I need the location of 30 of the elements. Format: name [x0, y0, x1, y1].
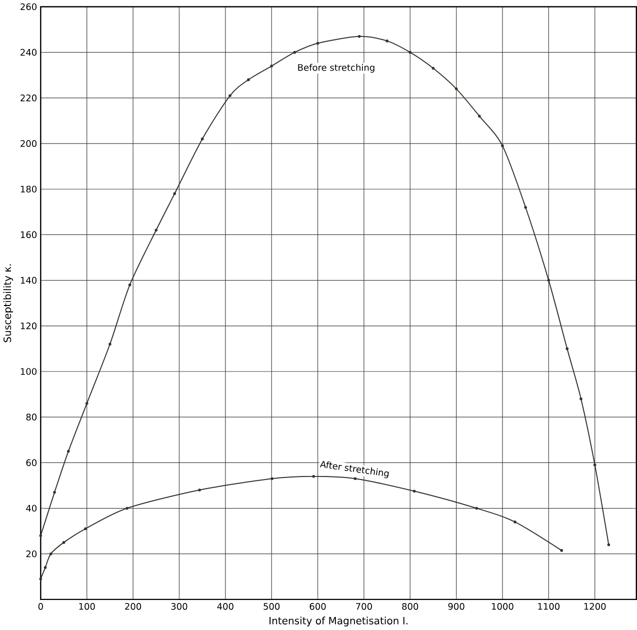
y-tick-label: 140	[20, 277, 37, 284]
y-tick-label: 20	[26, 550, 37, 558]
x-tick-label: 300	[171, 603, 188, 610]
x-tick-label: 400	[217, 603, 234, 610]
y-tick-label: 120	[20, 322, 37, 330]
x-tick-label: 1100	[538, 603, 560, 610]
x-tick-label: 100	[79, 603, 95, 610]
series-label: Before stretching	[298, 64, 374, 73]
x-tick-label: 700	[356, 603, 372, 610]
y-tick-label: 100	[20, 368, 37, 376]
y-tick-label: 200	[20, 140, 37, 148]
y-axis-title: Susceptibility κ.	[3, 264, 14, 342]
x-tick-label: 600	[310, 603, 326, 610]
x-tick-label: 800	[402, 603, 418, 610]
y-tick-label: 160	[20, 231, 37, 238]
y-tick-label: 220	[20, 94, 37, 102]
x-tick-label: 500	[264, 603, 280, 610]
y-tick-label: 180	[20, 186, 37, 193]
y-tick-label: 80	[26, 414, 37, 421]
x-tick-label: 1000	[492, 603, 514, 610]
y-tick-label: 240	[20, 49, 37, 56]
x-tick-label: 900	[448, 603, 464, 610]
y-tick-label: 40	[26, 504, 37, 512]
x-axis-title: Intensity of Magnetisation I.	[270, 616, 408, 627]
text: After stretching	[320, 461, 389, 478]
x-tick-label: 0	[38, 603, 43, 610]
y-tick-label: 260	[20, 3, 37, 10]
x-tick-label: 200	[125, 603, 142, 610]
x-tick-label: 1200	[584, 603, 606, 610]
y-tick-label: 60	[26, 459, 37, 466]
